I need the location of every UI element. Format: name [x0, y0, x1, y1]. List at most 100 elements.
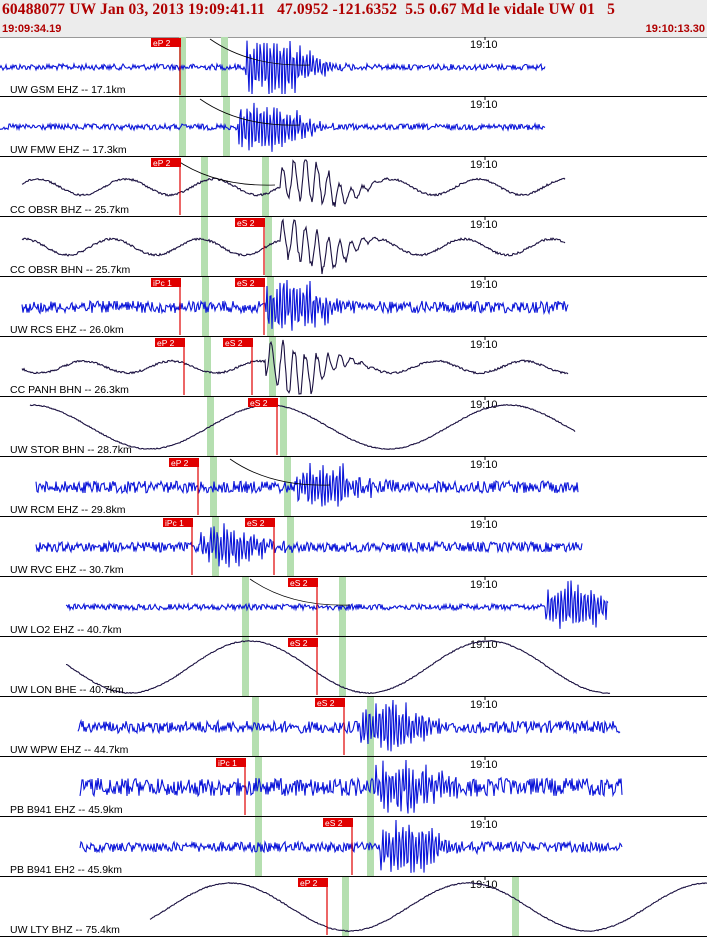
trace-row[interactable]: 19:10 UW FMW EHZ -- 17.3km — [0, 97, 707, 157]
waveform — [35, 462, 579, 507]
pick-label: iPc 1 — [165, 518, 184, 528]
time-tick-label: 19:10 — [470, 459, 498, 471]
station-label: UW RVC EHZ -- 30.7km — [10, 564, 124, 576]
theory-curve — [229, 458, 331, 486]
model-arrival-band — [179, 97, 186, 156]
model-arrival-band — [201, 217, 208, 276]
waveform — [0, 102, 546, 152]
time-tick-label: 19:10 — [470, 339, 498, 351]
pick-flag[interactable] — [151, 158, 181, 167]
pick-label: eS 2 — [250, 398, 268, 408]
pick-flag[interactable] — [245, 518, 275, 527]
model-arrival-band — [512, 877, 519, 936]
theory-curve — [249, 578, 351, 606]
waveform — [21, 159, 566, 207]
pick-flag[interactable] — [315, 698, 345, 707]
pick-label: eS 2 — [317, 698, 335, 708]
pick-label: eS 2 — [247, 518, 265, 528]
station-label: UW RCS EHZ -- 26.0km — [10, 324, 124, 336]
model-arrival-band — [342, 877, 349, 936]
pick-flag[interactable] — [155, 338, 185, 347]
theory-curve — [209, 38, 311, 66]
pick-flag[interactable] — [151, 278, 181, 287]
model-arrival-band — [265, 217, 272, 276]
pick-label: eS 2 — [237, 278, 255, 288]
model-arrival-band — [267, 277, 274, 336]
station-label: PB B941 EHZ -- 45.9km — [10, 804, 123, 816]
pick-flag[interactable] — [169, 458, 199, 467]
model-arrival-band — [339, 637, 346, 696]
pick-flag[interactable] — [323, 818, 353, 827]
waveform — [29, 404, 576, 451]
station-label: PB B941 EH2 -- 45.9km — [10, 864, 122, 876]
trace-row[interactable]: 19:10 eP 2 eS 2 CC PANH BHN -- 26.3km — [0, 337, 707, 397]
pick-label: eS 2 — [290, 578, 308, 588]
pick-label: eS 2 — [225, 338, 243, 348]
pick-flag[interactable] — [288, 638, 318, 647]
model-arrival-band — [367, 817, 374, 876]
time-tick-label: 19:10 — [470, 99, 498, 111]
model-arrival-band — [201, 157, 208, 216]
theory-curve — [174, 158, 276, 186]
pick-flag[interactable] — [235, 218, 265, 227]
station-label: UW GSM EHZ -- 17.1km — [10, 84, 126, 96]
pick-flag[interactable] — [216, 758, 246, 767]
time-tick-label: 19:10 — [470, 819, 498, 831]
trace-row[interactable]: 19:10 eP 2 CC OBSR BHZ -- 25.7km — [0, 157, 707, 217]
pick-flag[interactable] — [223, 338, 253, 347]
time-tick-label: 19:10 — [470, 279, 498, 291]
pick-label: eP 2 — [157, 338, 175, 348]
pick-label: eP 2 — [300, 878, 318, 888]
pick-label: iPc 1 — [153, 278, 172, 288]
time-tick-label: 19:10 — [470, 39, 498, 51]
pick-label: eS 2 — [290, 638, 308, 648]
time-tick-label: 19:10 — [470, 219, 498, 231]
pick-flag[interactable] — [298, 878, 328, 887]
trace-row[interactable]: 19:10 eS 2 PB B941 EH2 -- 45.9km — [0, 817, 707, 877]
station-label: UW FMW EHZ -- 17.3km — [10, 144, 127, 156]
trace-row[interactable]: 19:10 eS 2 UW LO2 EHZ -- 40.7km — [0, 577, 707, 637]
pick-flag[interactable] — [248, 398, 278, 407]
station-label: UW STOR BHN -- 28.7km — [10, 444, 132, 456]
pick-label: eS 2 — [237, 218, 255, 228]
trace-row[interactable]: 19:10 eS 2 CC OBSR BHN -- 25.7km — [0, 217, 707, 277]
trace-row[interactable]: 19:10 iPc 1 eS 2 UW RVC EHZ -- 30.7km — [0, 517, 707, 577]
pick-label: eP 2 — [171, 458, 189, 468]
seismogram-traces[interactable]: 19:10 eP 2 UW GSM EHZ -- 17.1km 19:10 UW FMW… — [0, 37, 707, 938]
waveform — [35, 523, 583, 568]
waveform — [79, 819, 623, 873]
pick-flag[interactable] — [235, 278, 265, 287]
waveform — [0, 40, 546, 95]
model-arrival-band — [269, 337, 276, 396]
pick-label: eS 2 — [325, 818, 343, 828]
event-header: 60488077 UW Jan 03, 2013 19:09:41.11 47.… — [0, 0, 707, 38]
trace-row[interactable]: 19:10 eP 2 UW GSM EHZ -- 17.1km — [0, 37, 707, 97]
station-label: CC OBSR BHN -- 25.7km — [10, 264, 130, 276]
trace-row[interactable]: 19:10 iPc 1 PB B941 EHZ -- 45.9km — [0, 757, 707, 817]
theory-curve — [199, 98, 301, 126]
trace-row[interactable]: 19:10 eS 2 UW WPW EHZ -- 44.7km — [0, 697, 707, 757]
station-label: UW LO2 EHZ -- 40.7km — [10, 624, 122, 636]
trace-row[interactable]: 19:10 eS 2 UW LON BHE -- 40.7km — [0, 637, 707, 697]
seismogram-panel[interactable]: 19:10 eP 2 UW GSM EHZ -- 17.1km 19:10 UW FMW… — [0, 37, 707, 938]
model-arrival-band — [242, 577, 249, 636]
pick-label: eP 2 — [153, 38, 171, 48]
model-arrival-band — [221, 37, 228, 96]
station-label: UW WPW EHZ -- 44.7km — [10, 744, 129, 756]
trace-row[interactable]: 19:10 eP 2 UW RCM EHZ -- 29.8km — [0, 457, 707, 517]
pick-flag[interactable] — [288, 578, 318, 587]
station-label: CC PANH BHN -- 26.3km — [10, 384, 129, 396]
time-tick-label: 19:10 — [470, 639, 498, 651]
pick-flag[interactable] — [151, 38, 181, 47]
waveform — [21, 218, 566, 275]
station-label: UW LON BHE -- 40.7km — [10, 684, 124, 696]
pick-flag[interactable] — [163, 518, 193, 527]
station-label: CC OBSR BHZ -- 25.7km — [10, 204, 129, 216]
model-arrival-band — [223, 97, 230, 156]
time-tick-label: 19:10 — [470, 759, 498, 771]
station-label: UW LTY BHZ -- 75.4km — [10, 924, 120, 936]
model-arrival-band — [204, 337, 211, 396]
trace-row[interactable]: 19:10 iPc 1 eS 2 UW RCS EHZ -- 26.0km — [0, 277, 707, 337]
